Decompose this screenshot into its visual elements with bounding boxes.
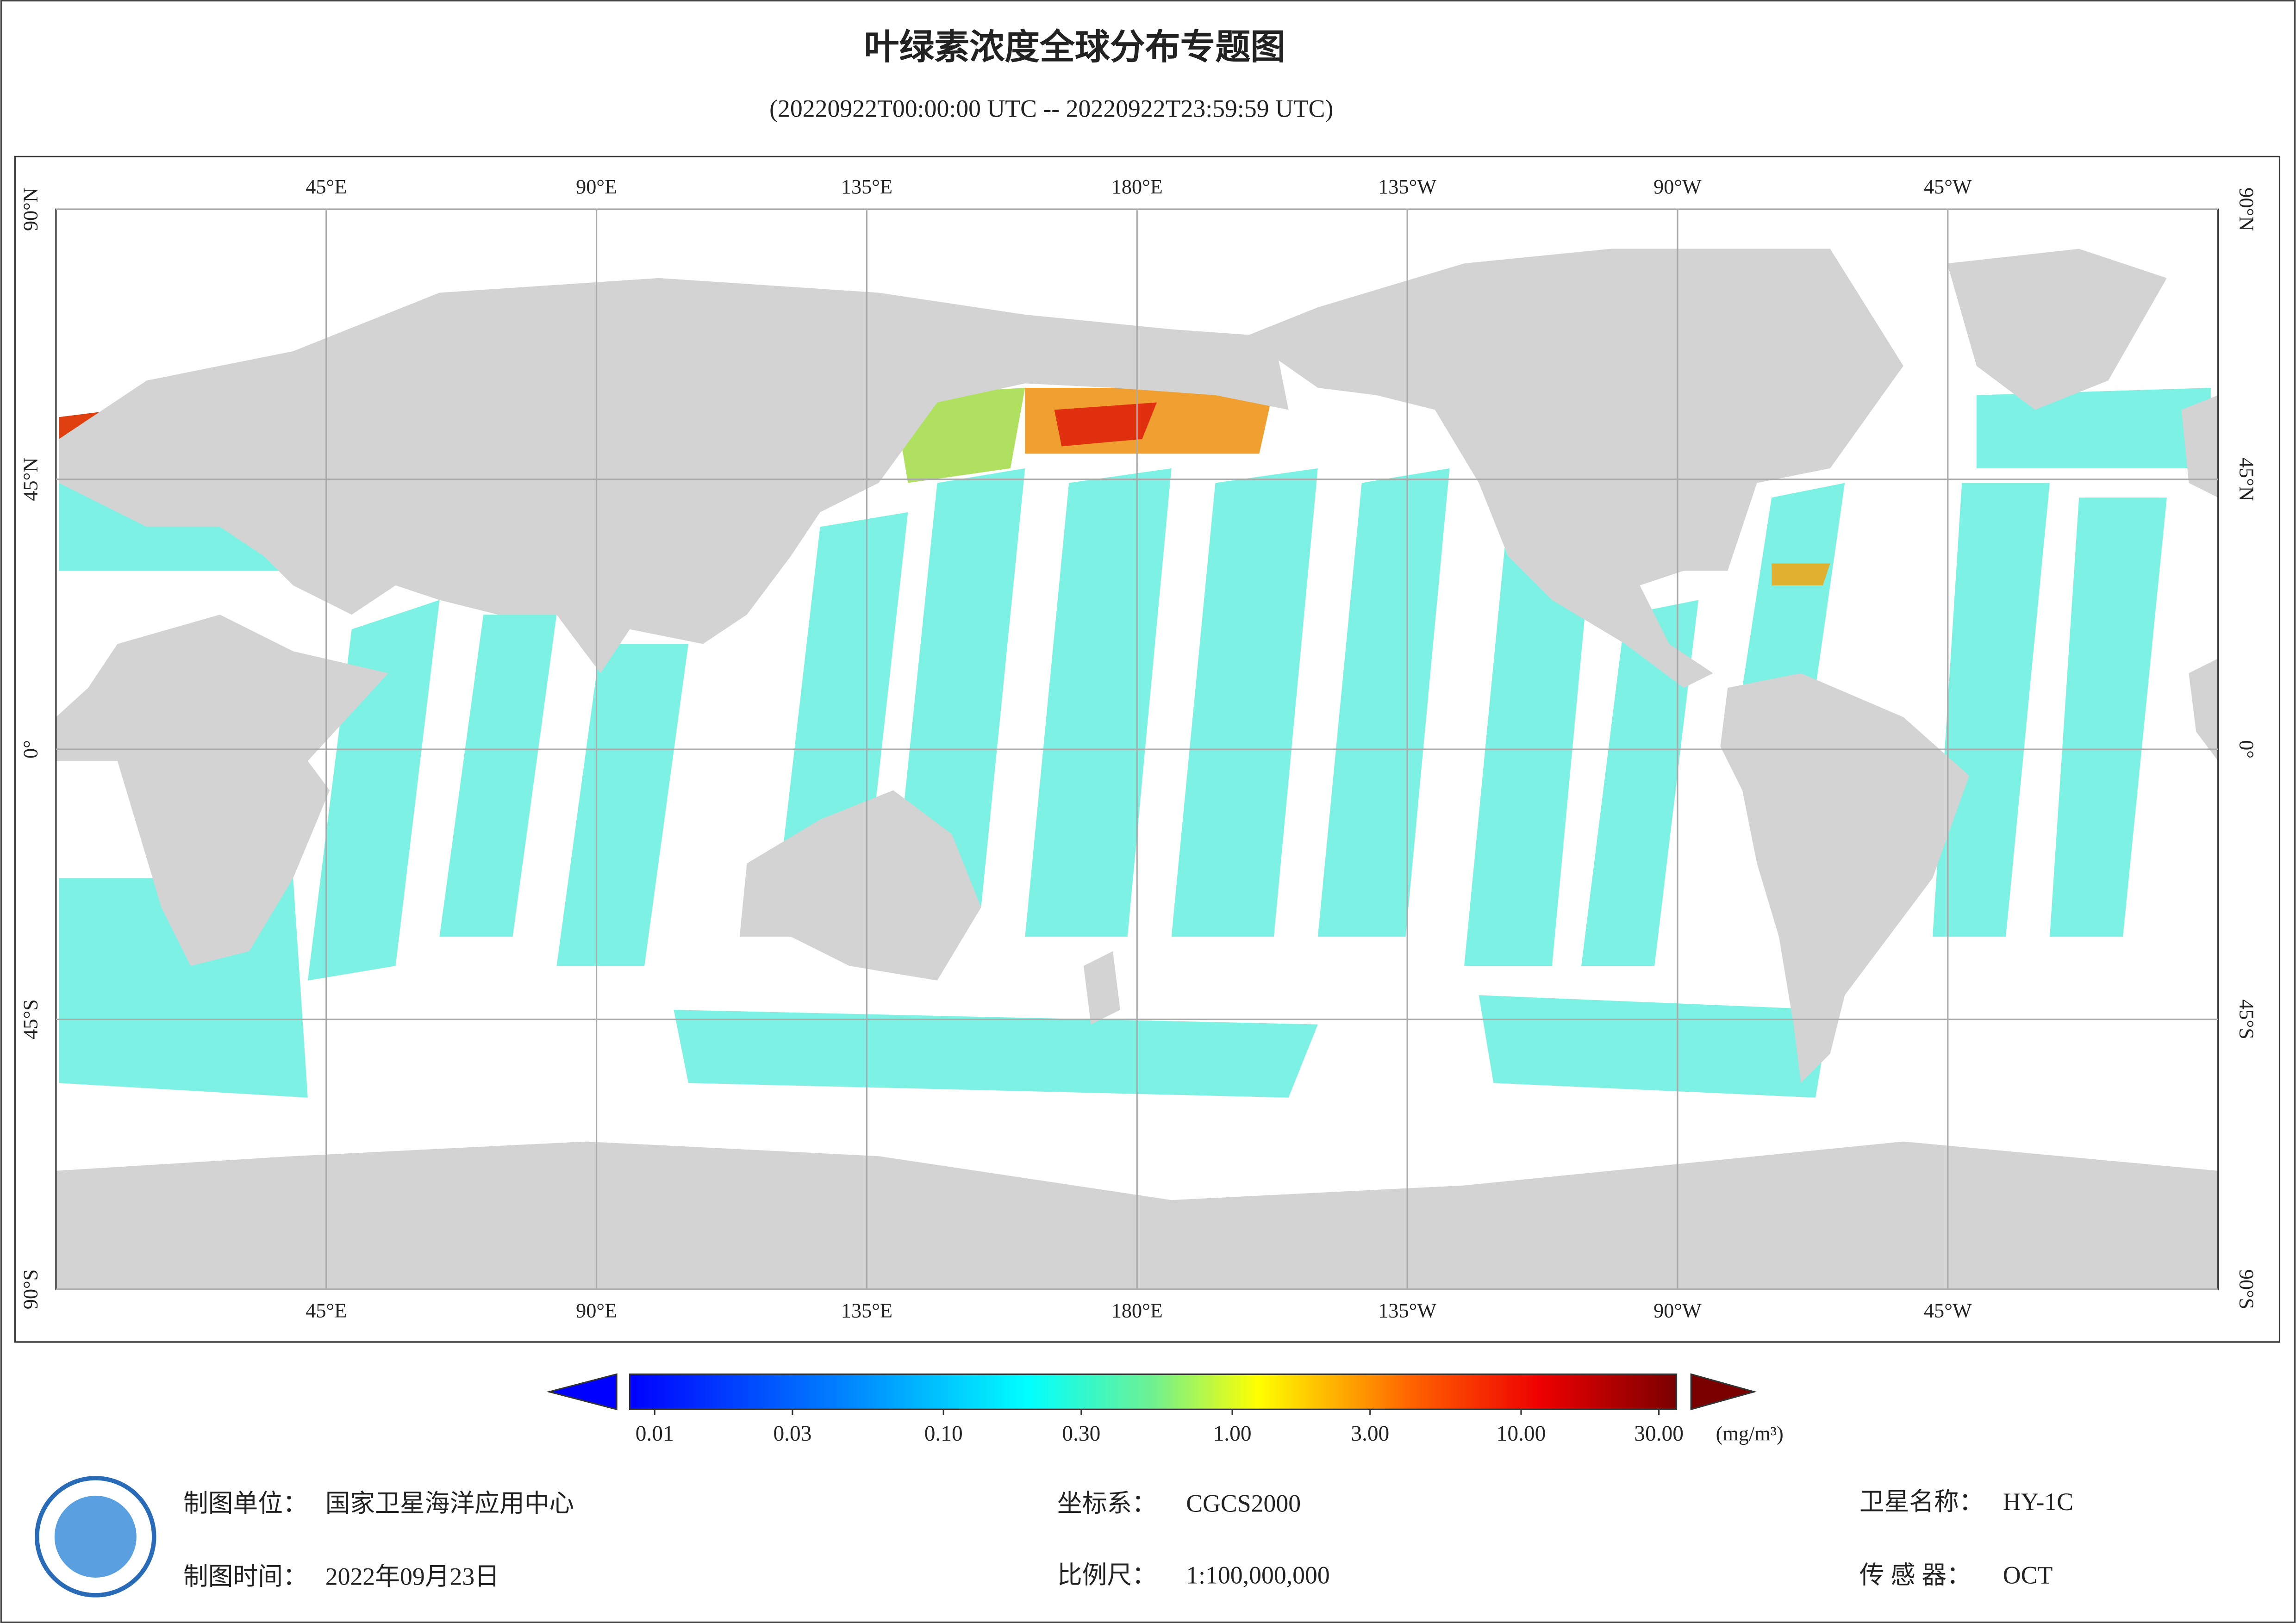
colorbar-tick-label: 1.00: [1213, 1422, 1252, 1446]
colorbar-tick-label: 30.00: [1634, 1422, 1684, 1446]
lon-label: 135°W: [1378, 175, 1436, 198]
colorbar-tick-label: 0.01: [636, 1422, 674, 1446]
footer-label: 传 感 器：: [1859, 1561, 1972, 1589]
lat-label: 90°N: [19, 187, 42, 231]
lat-label: 0°: [19, 740, 42, 759]
lat-label: 45°S: [19, 999, 42, 1039]
lat-label: 45°N: [19, 458, 42, 501]
lat-label: 45°S: [2235, 999, 2258, 1039]
lon-label: 45°E: [306, 175, 347, 198]
footer-value: 2022年09月23日: [325, 1562, 499, 1590]
lat-label: 45°N: [2235, 458, 2258, 501]
lon-label: 90°E: [576, 1300, 617, 1322]
colorbar: (mg/m³): [546, 1373, 1784, 1445]
colorbar-tick-label: 3.00: [1351, 1422, 1389, 1446]
footer-label: 制图时间：: [183, 1562, 308, 1590]
title: 叶绿素浓度全球分布专题图: [864, 28, 1286, 67]
lon-label: 90°W: [1653, 175, 1702, 198]
lon-label: 180°E: [1111, 1300, 1163, 1322]
colorbar-low-arrow: [546, 1373, 618, 1411]
footer-label: 卫星名称：: [1859, 1488, 1984, 1516]
lon-label: 135°E: [841, 175, 892, 198]
footer: 制图单位： 国家卫星海洋应用中心 制图时间： 2022年09月23日 坐标系： …: [35, 1476, 2073, 1598]
footer-value: OCT: [2003, 1561, 2053, 1589]
footer-value: 国家卫星海洋应用中心: [325, 1489, 574, 1517]
footer-label: 比例尺：: [1057, 1561, 1157, 1589]
colorbar-tick-label: 0.30: [1062, 1422, 1100, 1446]
lat-label: 90°S: [19, 1269, 42, 1310]
colorbar-unit: (mg/m³): [1716, 1422, 1784, 1445]
colorbar-scale: [629, 1373, 1678, 1410]
footer-value: HY-1C: [2003, 1488, 2073, 1516]
footer-value: CGCS2000: [1186, 1489, 1301, 1517]
lon-label: 45°E: [306, 1300, 347, 1322]
lon-label: 90°W: [1653, 1300, 1702, 1322]
lat-label: 90°N: [2235, 187, 2258, 231]
lon-label: 45°W: [1924, 1300, 1972, 1322]
footer-value: 1:100,000,000: [1186, 1561, 1330, 1589]
footer-label: 制图单位：: [183, 1489, 308, 1517]
lon-label: 135°W: [1378, 1300, 1436, 1322]
lon-label: 135°E: [841, 1300, 892, 1322]
lat-label: 0°: [2235, 740, 2258, 759]
logo-globe: [54, 1495, 137, 1578]
colorbar-tick-label: 0.10: [924, 1422, 963, 1446]
colorbar-tick-label: 0.03: [773, 1422, 811, 1446]
map-frame: [14, 155, 2281, 1343]
colorbar-tick-label: 10.00: [1497, 1422, 1546, 1446]
subtitle: (20220922T00:00:00 UTC -- 20220922T23:59…: [769, 95, 1333, 123]
lon-label: 90°E: [576, 175, 617, 198]
colorbar-high-arrow: [1690, 1373, 1757, 1411]
footer-label: 坐标系：: [1057, 1489, 1157, 1517]
lat-label: 90°S: [2235, 1269, 2258, 1310]
lon-label: 45°W: [1924, 175, 1972, 198]
lon-label: 180°E: [1111, 175, 1163, 198]
